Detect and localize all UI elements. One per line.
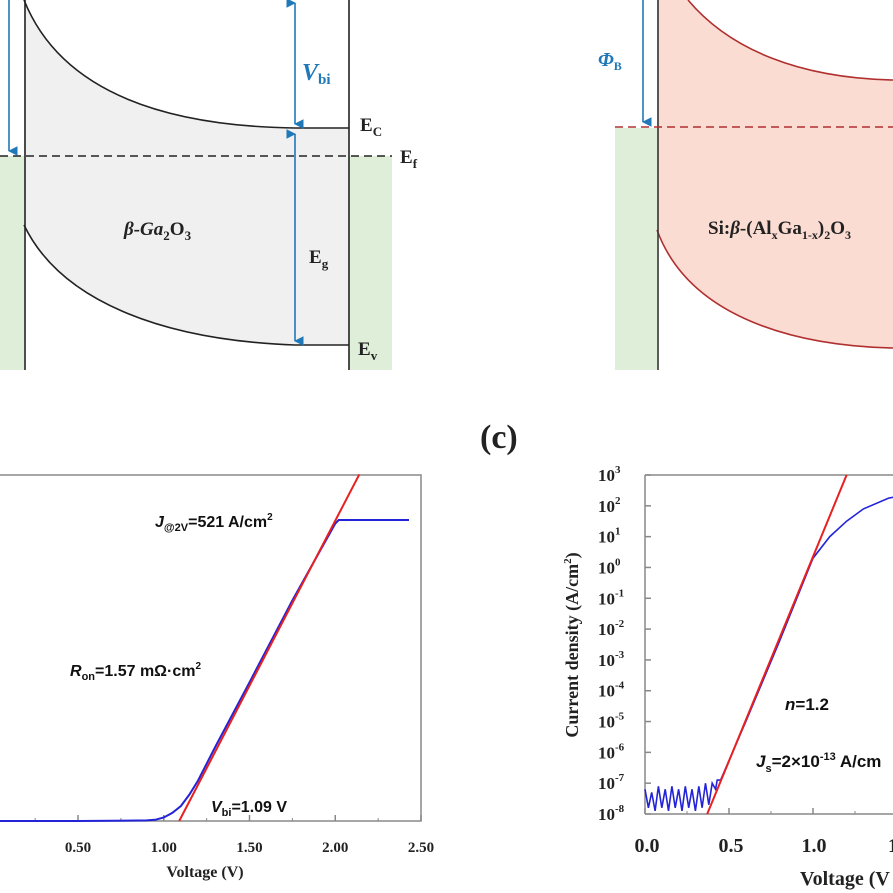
metal-region: [615, 128, 657, 370]
x-tick-label: 1: [888, 835, 893, 857]
vbi-label: Vbi: [302, 60, 331, 88]
x-axis-label: Voltage (V: [800, 868, 890, 890]
ef-label: Ef: [400, 147, 418, 171]
annotation-n: n=1.2: [785, 695, 829, 714]
x-tick-label: 1.50: [236, 840, 262, 856]
conduction-band-edge: [23, 0, 349, 129]
x-tick-label: 1.0: [802, 835, 827, 857]
y-axis-label: Current density (A/cm2): [562, 552, 583, 737]
y-tick-label: 10-6: [598, 741, 625, 762]
y-tick-label: 10-5: [598, 711, 625, 732]
y-tick-label: 101: [598, 526, 621, 547]
material-label-ga2o3: β-Ga2O3: [123, 219, 192, 243]
x-tick-label: 0.50: [65, 840, 91, 856]
ec-label: EC: [360, 115, 382, 139]
annotation-js: Js=2×10-13 A/cm: [756, 751, 881, 775]
x-tick-label: 0.5: [719, 835, 744, 857]
annotation-vbi: Vbi=1.09 V: [211, 799, 287, 819]
semiconductor-band-fill: [24, 0, 349, 345]
semilog-jv-chart: 0.0 0.5 1.0 1 103 102 101 100 10-1 10-2 10-3 10-4 10…: [562, 464, 893, 890]
x-tick-label: 2.00: [322, 840, 348, 856]
y-tick-label: 10-7: [598, 772, 625, 793]
y-tick-label: 10-1: [598, 587, 624, 608]
y-tick-label: 10-2: [598, 618, 625, 639]
y-tick-label: 102: [598, 495, 621, 516]
y-tick-label: 10-3: [598, 649, 625, 670]
valence-band-edge: [23, 224, 349, 346]
ev-label: Ev: [358, 339, 378, 363]
eg-label: Eg: [309, 247, 329, 271]
y-tick-label: 103: [598, 464, 621, 485]
metal-right-region: [349, 156, 392, 370]
x-tick-label: 0.0: [635, 835, 660, 857]
annotation-ron: Ron=1.57 mΩ·cm2: [70, 661, 201, 683]
metal-left-region: [0, 156, 24, 370]
material-label-alga2o3: Si:β-(AlxGa1-x)2O3: [708, 218, 851, 242]
y-tick-label: 100: [598, 556, 621, 577]
panel-label-c: (c): [480, 419, 518, 456]
x-axis-label: Voltage (V): [166, 864, 243, 881]
phi-b-label: ΦB: [598, 49, 622, 73]
fit-line: [178, 473, 361, 822]
linear-jv-chart: 0.50 1.00 1.50 2.00 2.50 Voltage (V) J@2V=52…: [0, 473, 434, 881]
annotation-j2v: J@2V=521 A/cm2: [155, 512, 273, 534]
y-tick-label: 10-4: [598, 680, 625, 701]
conduction-band-edge: [687, 0, 893, 81]
plot-frame: [0, 474, 422, 822]
fit-line: [706, 474, 848, 815]
band-diagram-right: ΦB Si:β-(AlxGa1-x)2O3: [598, 0, 893, 370]
y-tick-label: 10-8: [598, 803, 625, 824]
measured-curve: [0, 519, 409, 822]
x-tick-label: 2.50: [408, 840, 434, 856]
valence-band-edge: [656, 229, 893, 349]
alga-band-fill: [657, 0, 893, 348]
band-diagram-left: Vbi EC Ef Eg Ev β-Ga2O3: [0, 0, 418, 370]
x-tick-label: 1.00: [151, 840, 177, 856]
